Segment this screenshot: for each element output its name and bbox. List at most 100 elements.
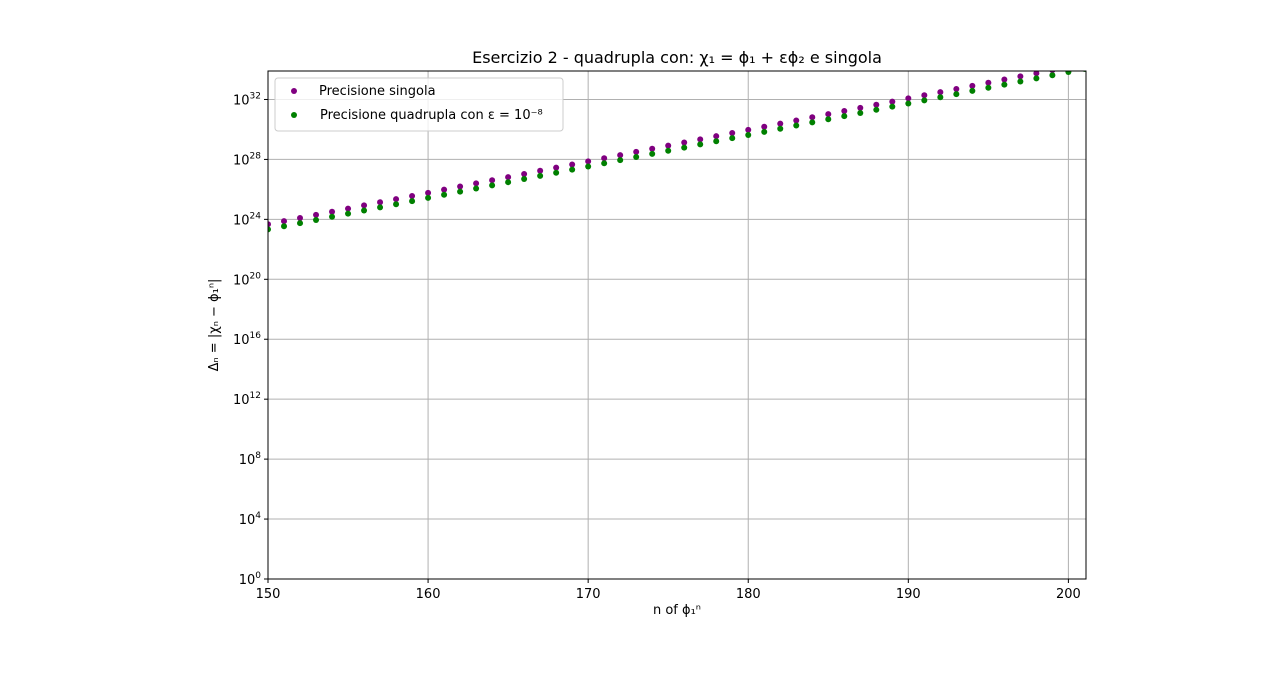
point-quadrupla [377,204,384,211]
point-singola [553,164,560,171]
point-singola [521,170,528,177]
point-quadrupla [601,160,608,167]
legend-marker-singola [291,88,297,94]
point-quadrupla [825,116,832,123]
point-singola [569,161,576,168]
point-quadrupla [553,169,560,176]
point-quadrupla [761,128,768,135]
point-quadrupla [745,131,752,138]
point-singola [1033,71,1040,77]
data-points [268,64,1086,233]
y-tick-label: 1032 [233,91,261,108]
point-singola [585,158,592,165]
point-quadrupla [441,191,448,198]
point-singola [905,95,912,102]
point-quadrupla [857,109,864,116]
point-singola [985,79,992,86]
y-tick-label: 1024 [233,211,261,228]
y-tick-label: 1012 [233,391,261,408]
point-singola [697,136,704,143]
point-quadrupla [873,106,880,113]
point-singola [841,108,848,115]
point-singola [969,82,976,89]
point-singola [441,186,448,193]
chart-title: Esercizio 2 - quadrupla con: χ₁ = ϕ₁ + ε… [472,48,882,67]
y-tick-label: 108 [239,451,262,468]
point-quadrupla [777,125,784,132]
point-quadrupla [268,226,271,233]
legend-label-quadrupla: Precisione quadrupla con ε = 10⁻⁸ [320,108,543,123]
point-singola [649,145,656,152]
point-quadrupla [953,91,960,98]
point-singola [361,202,368,209]
grid-lines [267,71,1086,580]
y-tick-label: 1028 [233,151,261,168]
point-quadrupla [985,84,992,91]
point-singola [825,111,832,118]
point-singola [377,199,384,206]
y-axis-ticks: 100 104 108 1012 1016 1020 1024 1028 1032 [233,91,268,588]
y-tick-label: 1020 [233,271,261,288]
point-singola [425,189,432,196]
point-quadrupla [617,157,624,164]
point-singola [473,180,480,187]
point-quadrupla [665,147,672,154]
x-tick-label: 190 [896,587,921,602]
point-quadrupla [297,220,304,227]
point-singola [1001,76,1008,83]
point-singola [729,130,736,137]
point-quadrupla [841,113,848,120]
point-singola [745,126,752,133]
point-singola [777,120,784,127]
point-singola [809,114,816,121]
legend-label-singola: Precisione singola [319,84,436,99]
point-quadrupla [457,188,464,195]
point-quadrupla [649,150,656,157]
point-singola [857,104,864,111]
y-axis-label: Δₙ = |χₙ − ϕ₁ⁿ| [207,279,222,372]
point-quadrupla [713,138,720,145]
point-singola [297,215,304,222]
x-tick-label: 150 [256,587,281,602]
point-quadrupla [1065,71,1072,76]
x-tick-label: 160 [416,587,441,602]
x-axis-ticks: 150 160 170 180 190 200 [256,579,1081,602]
point-quadrupla [633,154,640,161]
y-tick-label: 100 [239,571,262,588]
point-singola [393,196,400,203]
point-quadrupla [1049,72,1056,79]
point-singola [617,152,624,159]
legend: Precisione singola Precisione quadrupla … [274,77,564,132]
point-singola [537,167,544,174]
point-quadrupla [345,210,352,217]
point-quadrupla [697,141,704,148]
point-quadrupla [793,122,800,129]
point-quadrupla [409,198,416,205]
point-quadrupla [393,201,400,208]
point-singola [313,211,320,218]
x-tick-label: 170 [576,587,601,602]
point-singola [793,117,800,124]
point-quadrupla [905,100,912,107]
point-quadrupla [313,216,320,223]
point-singola [329,208,336,215]
legend-marker-quadrupla [291,112,297,118]
x-tick-label: 180 [736,587,761,602]
point-quadrupla [969,87,976,94]
point-quadrupla [473,185,480,192]
point-singola [761,123,768,130]
point-singola [633,148,640,155]
point-quadrupla [809,119,816,126]
point-singola [873,101,880,108]
point-singola [457,183,464,190]
point-singola [1017,73,1024,80]
point-quadrupla [937,94,944,101]
point-singola [281,218,288,225]
point-quadrupla [729,135,736,142]
point-quadrupla [505,179,512,186]
point-quadrupla [537,172,544,179]
point-quadrupla [889,103,896,110]
point-singola [1065,64,1071,70]
point-singola [713,133,720,140]
